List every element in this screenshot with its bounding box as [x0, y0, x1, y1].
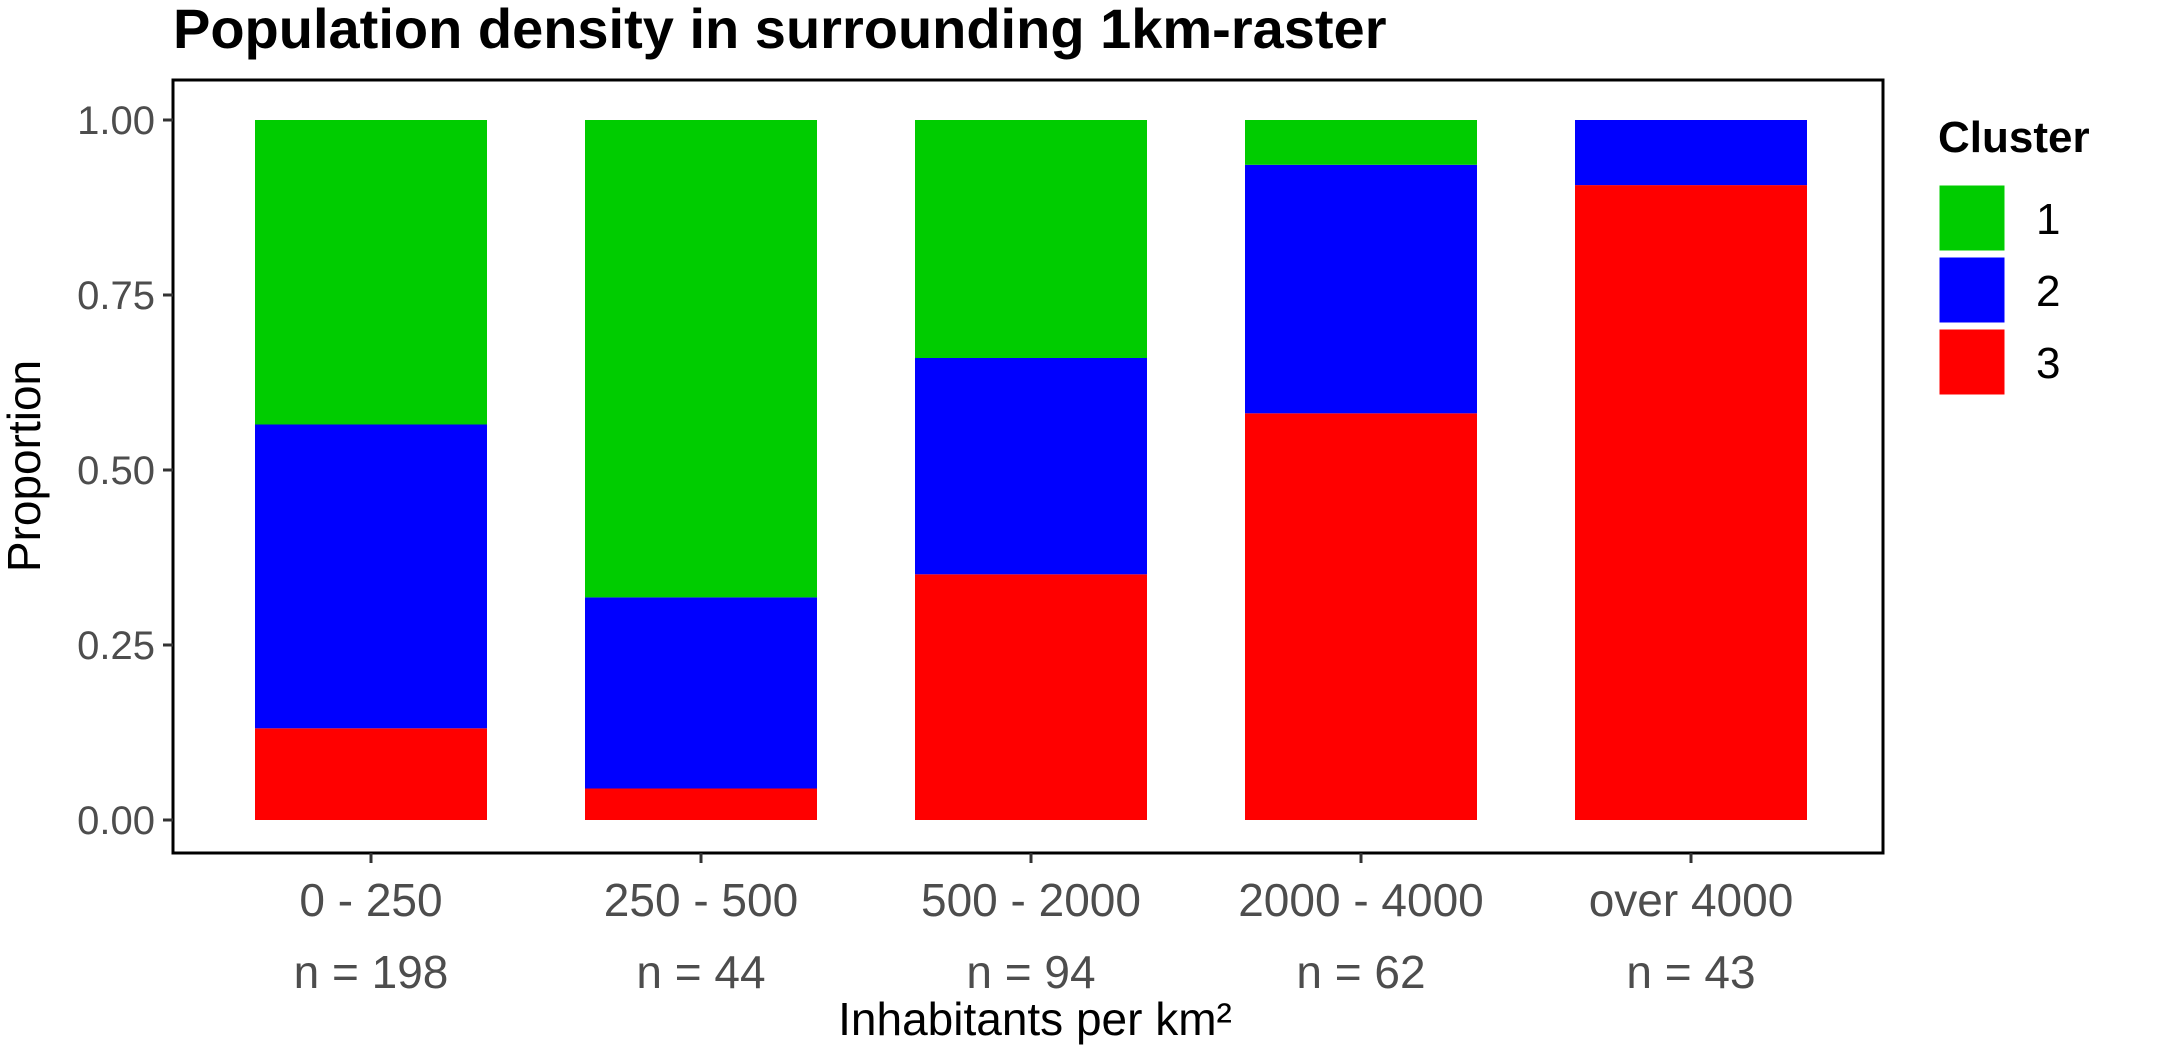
y-tick-label: 0.75 [77, 274, 155, 318]
bar-segment-2-series-1 [915, 120, 1147, 358]
x-tick-count-label: n = 94 [966, 946, 1095, 998]
legend-key-1 [1936, 182, 2008, 254]
bar-segment-1-series-2 [585, 597, 817, 789]
bar-segment-3-series-1 [1245, 120, 1477, 165]
bar-segment-3-series-2 [1245, 164, 1477, 414]
bar-segment-0-series-2 [255, 424, 487, 729]
bar-segment-0-series-3 [255, 728, 487, 820]
x-tick-count-label: n = 198 [294, 946, 449, 998]
x-tick-count-label: n = 62 [1296, 946, 1425, 998]
legend-label-1: 1 [2036, 195, 2060, 244]
x-tick-label: over 4000 [1589, 874, 1794, 926]
y-tick-label: 0.00 [77, 799, 155, 843]
legend-title: Cluster [1938, 113, 2090, 162]
y-axis: 0.00 0.25 0.50 0.75 1.00 [77, 80, 175, 853]
bar-segment-4-series-2 [1575, 120, 1807, 186]
bar-segment-3-series-3 [1245, 413, 1477, 820]
y-tick-label: 0.50 [77, 449, 155, 493]
y-tick-label: 1.00 [77, 99, 155, 143]
x-tick-label: 0 - 250 [299, 874, 442, 926]
chart-title: Population density in surrounding 1km-ra… [173, 0, 1387, 60]
legend-items: 1 2 3 [1936, 182, 2060, 398]
x-tick-count-label: n = 44 [636, 946, 765, 998]
bar-segment-4-series-3 [1575, 185, 1807, 821]
y-tick-label: 0.25 [77, 624, 155, 668]
x-tick-count-label: n = 43 [1626, 946, 1755, 998]
legend-key-2 [1936, 254, 2008, 326]
bar-segment-2-series-2 [915, 358, 1147, 575]
legend: Cluster 1 2 3 [1936, 113, 2090, 398]
legend-key-3 [1936, 326, 2008, 398]
x-axis-title: Inhabitants per km² [838, 993, 1232, 1045]
bars-group [255, 120, 1807, 821]
x-tick-label: 250 - 500 [604, 874, 798, 926]
bar-segment-1-series-3 [585, 788, 817, 820]
bar-segment-2-series-3 [915, 574, 1147, 820]
bar-segment-0-series-1 [255, 120, 487, 425]
y-axis-title: Proportion [0, 360, 50, 572]
bar-segment-1-series-1 [585, 120, 817, 598]
x-tick-label: 500 - 2000 [921, 874, 1141, 926]
x-axis: 0 - 250 n = 198 250 - 500 n = 44 500 - 2000 n… [173, 851, 1883, 998]
x-tick-label: 2000 - 4000 [1238, 874, 1484, 926]
legend-label-2: 2 [2036, 267, 2060, 316]
legend-label-3: 3 [2036, 339, 2060, 388]
